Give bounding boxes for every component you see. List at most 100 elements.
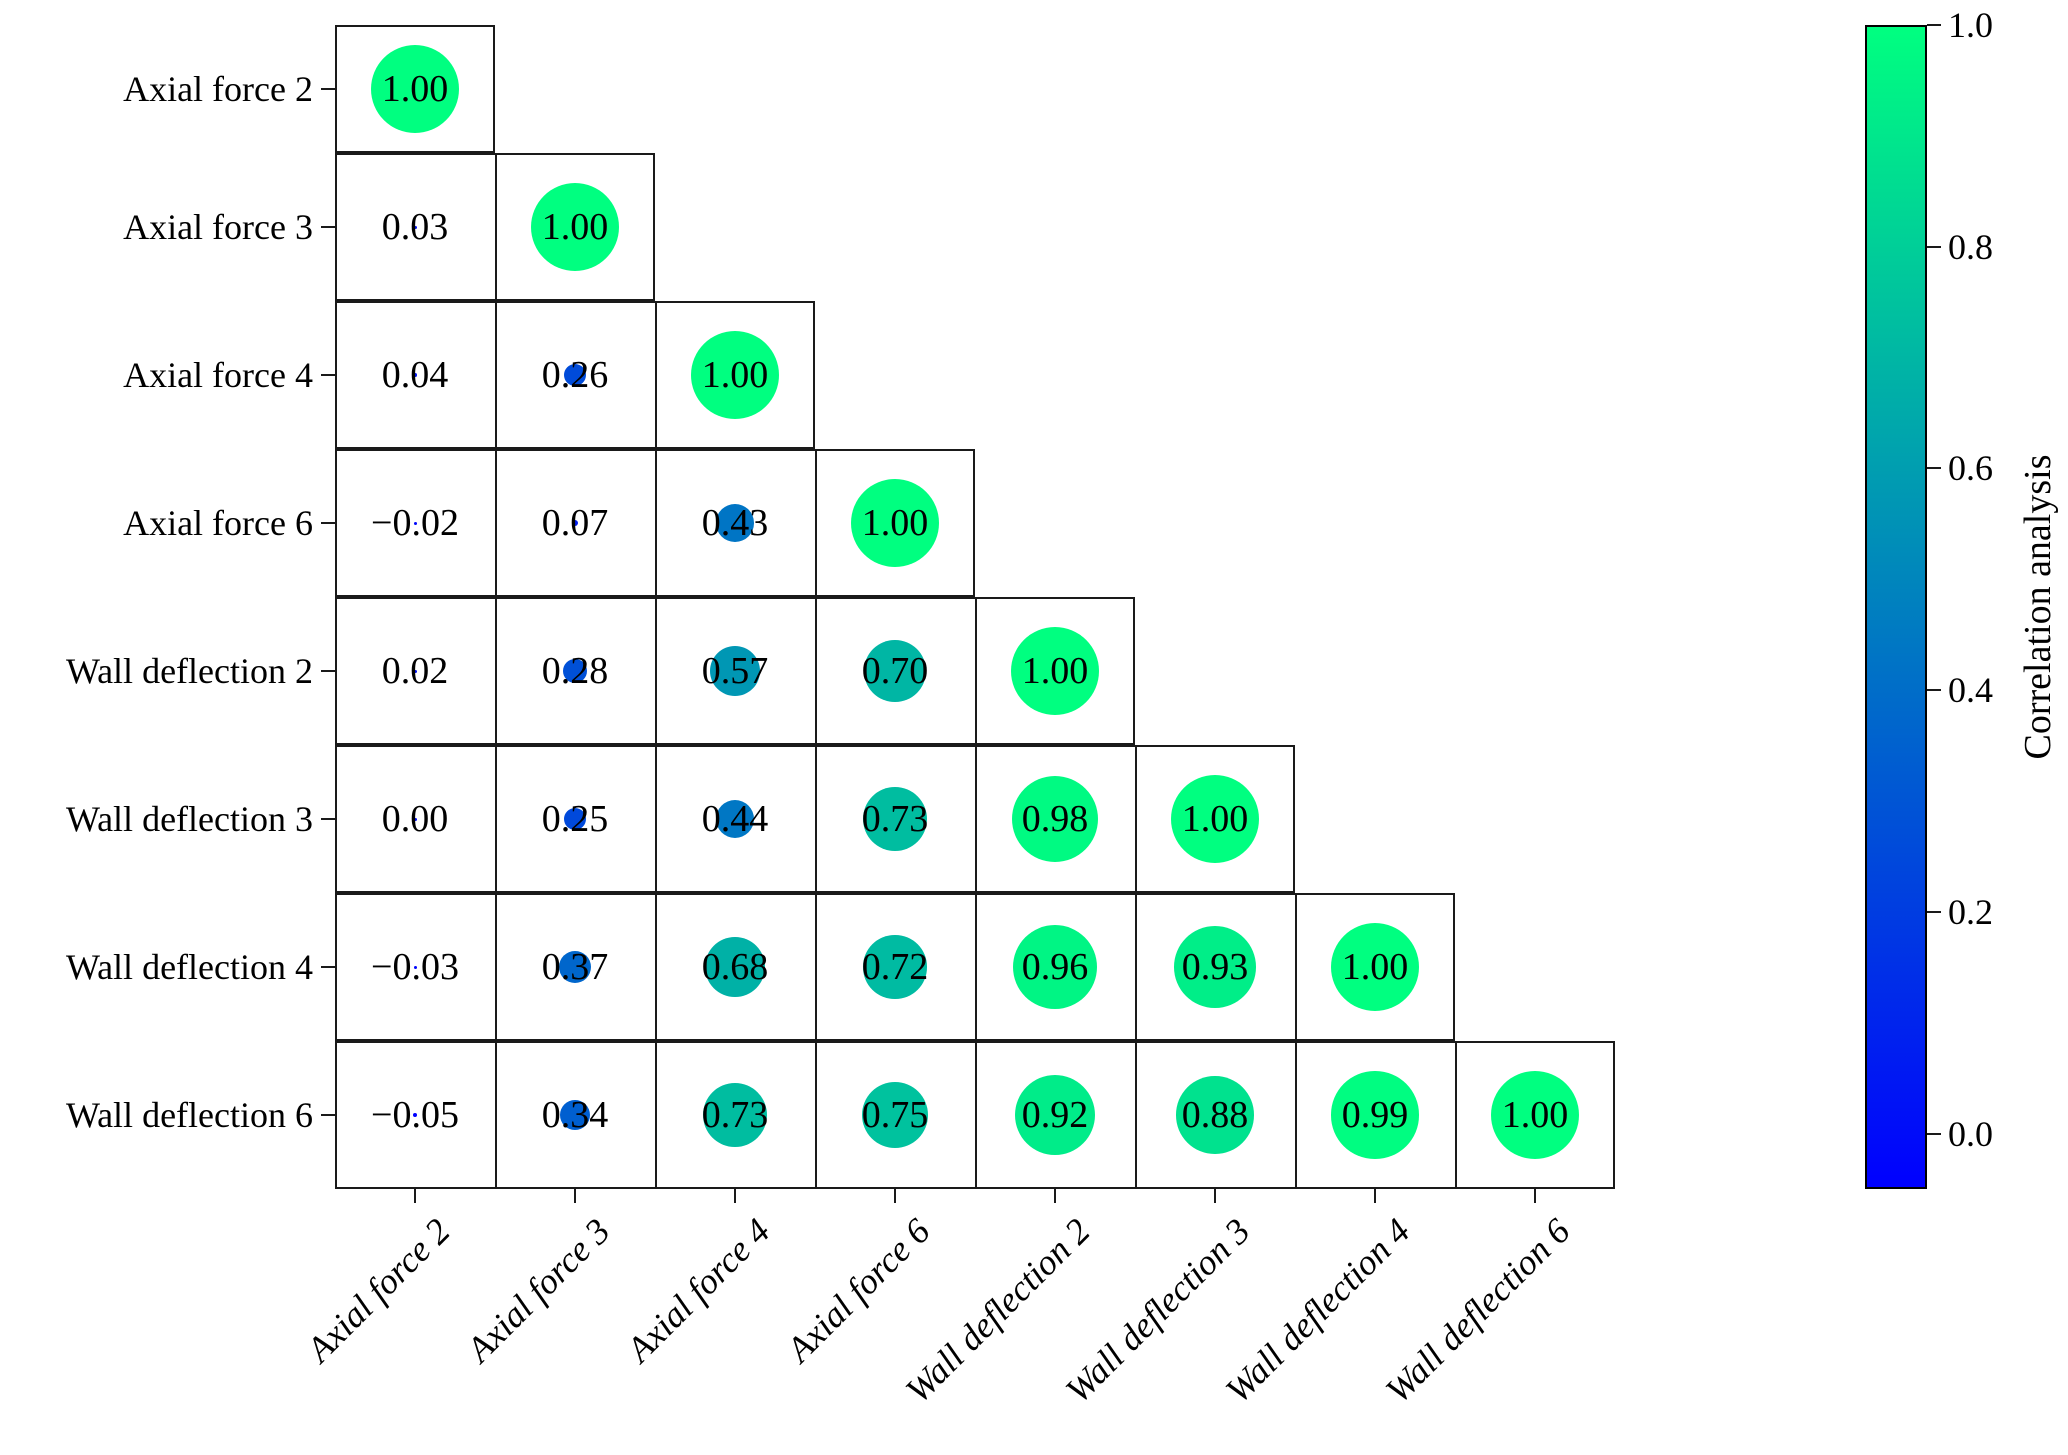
cell-border xyxy=(495,893,497,1041)
correlation-value: 1.00 xyxy=(861,502,929,544)
correlation-bubble xyxy=(558,950,592,984)
correlation-value: 0.28 xyxy=(541,650,609,692)
correlation-value: 1.00 xyxy=(541,206,609,248)
correlation-value: 0.26 xyxy=(541,354,609,396)
colorbar-tick xyxy=(1927,910,1941,913)
colorbar-tick xyxy=(1927,1132,1941,1135)
x-axis-tick xyxy=(574,1189,576,1203)
matrix-row-box xyxy=(335,25,495,153)
colorbar-tick xyxy=(1927,245,1941,248)
cell-border xyxy=(1135,1041,1137,1189)
cell-border xyxy=(1455,1041,1457,1189)
correlation-bubble xyxy=(851,479,939,567)
correlation-bubble xyxy=(1014,1074,1096,1156)
y-axis-tick xyxy=(321,88,335,90)
correlation-value: 0.73 xyxy=(701,1094,769,1136)
correlation-bubble xyxy=(560,1100,590,1130)
correlation-bubble xyxy=(564,808,586,830)
cell-border xyxy=(495,745,497,893)
correlation-value: 1.00 xyxy=(381,68,449,110)
correlation-value: 0.73 xyxy=(861,798,929,840)
cell-border xyxy=(975,597,977,745)
correlation-value: 0.25 xyxy=(541,798,609,840)
correlation-bubble xyxy=(413,669,417,673)
correlation-value: 1.00 xyxy=(1341,946,1409,988)
correlation-bubble xyxy=(412,1112,418,1118)
colorbar-gradient xyxy=(1865,25,1927,1189)
correlation-value: 0.93 xyxy=(1181,946,1249,988)
cell-border xyxy=(1135,745,1137,893)
cell-border xyxy=(815,745,817,893)
cell-border xyxy=(815,449,817,597)
cell-border xyxy=(815,1041,817,1189)
cell-border xyxy=(815,597,817,745)
correlation-value: 0.88 xyxy=(1181,1094,1249,1136)
correlation-value: −0.02 xyxy=(371,502,459,544)
correlation-value: 1.00 xyxy=(1501,1094,1569,1136)
correlation-bubble xyxy=(1491,1071,1579,1159)
x-axis-label: Axial force 2 xyxy=(299,1210,458,1370)
colorbar-tick-label: 1.0 xyxy=(1948,5,1993,45)
correlation-bubble xyxy=(1012,924,1098,1010)
correlation-bubble xyxy=(413,521,417,525)
cell-border xyxy=(655,893,657,1041)
correlation-value: 1.00 xyxy=(701,354,769,396)
correlation-bubble xyxy=(862,1082,928,1148)
x-axis-label: Axial force 4 xyxy=(619,1210,778,1370)
colorbar-tick xyxy=(1927,24,1941,26)
correlation-bubble xyxy=(1176,1076,1254,1154)
cell-border xyxy=(495,449,497,597)
correlation-value: 0.07 xyxy=(541,502,609,544)
x-axis-tick xyxy=(734,1189,736,1203)
correlation-value: 0.37 xyxy=(541,946,609,988)
correlation-bubble xyxy=(563,363,587,387)
cell-border xyxy=(655,745,657,893)
correlation-bubble xyxy=(1171,775,1259,863)
x-axis-tick xyxy=(1374,1189,1376,1203)
cell-border xyxy=(655,449,657,597)
y-axis-label: Axial force 2 xyxy=(123,69,313,109)
correlation-value: 0.02 xyxy=(381,650,449,692)
cell-border xyxy=(495,1041,497,1189)
y-axis-label: Wall deflection 6 xyxy=(65,1095,313,1135)
correlation-bubble xyxy=(1011,775,1099,863)
correlation-bubble xyxy=(571,519,579,527)
cell-border xyxy=(655,301,657,449)
colorbar-tick-label: 0.2 xyxy=(1948,891,1993,932)
correlation-bubble xyxy=(863,935,927,999)
correlation-value: 1.00 xyxy=(1021,650,1089,692)
y-axis-tick xyxy=(321,374,335,376)
y-axis-tick xyxy=(321,966,335,968)
matrix-row-box xyxy=(335,301,815,449)
colorbar-label: Correlation analysis xyxy=(2017,454,2059,760)
correlation-value: 0.00 xyxy=(381,798,449,840)
correlation-value: 0.44 xyxy=(701,798,769,840)
correlation-value: 0.99 xyxy=(1341,1094,1409,1136)
cell-border xyxy=(655,597,657,745)
correlation-value: 0.57 xyxy=(701,650,769,692)
correlation-bubble xyxy=(709,645,761,697)
correlation-value: 0.04 xyxy=(381,354,449,396)
y-axis-tick xyxy=(321,1114,335,1116)
cell-border xyxy=(495,597,497,745)
colorbar-tick-label: 0.6 xyxy=(1948,448,1993,489)
cell-border xyxy=(655,1041,657,1189)
y-axis-tick xyxy=(321,818,335,820)
x-axis-label: Axial force 3 xyxy=(459,1210,618,1370)
correlation-value: 0.68 xyxy=(701,946,769,988)
correlation-value: −0.03 xyxy=(371,946,459,988)
correlation-bubble xyxy=(705,937,765,997)
correlation-bubble xyxy=(413,965,417,969)
correlation-value: −0.05 xyxy=(371,1094,459,1136)
y-axis-label: Wall deflection 3 xyxy=(65,799,313,839)
correlation-bubble xyxy=(1331,1071,1419,1159)
colorbar-tick-label: 0.4 xyxy=(1948,670,1993,711)
matrix-row-box xyxy=(335,597,1135,745)
correlation-bubble xyxy=(864,640,926,702)
correlation-value: 1.00 xyxy=(1181,798,1249,840)
x-axis-tick xyxy=(1214,1189,1216,1203)
matrix-row-box xyxy=(335,893,1455,1041)
y-axis-label: Axial force 6 xyxy=(123,503,313,543)
cell-border xyxy=(495,153,497,301)
